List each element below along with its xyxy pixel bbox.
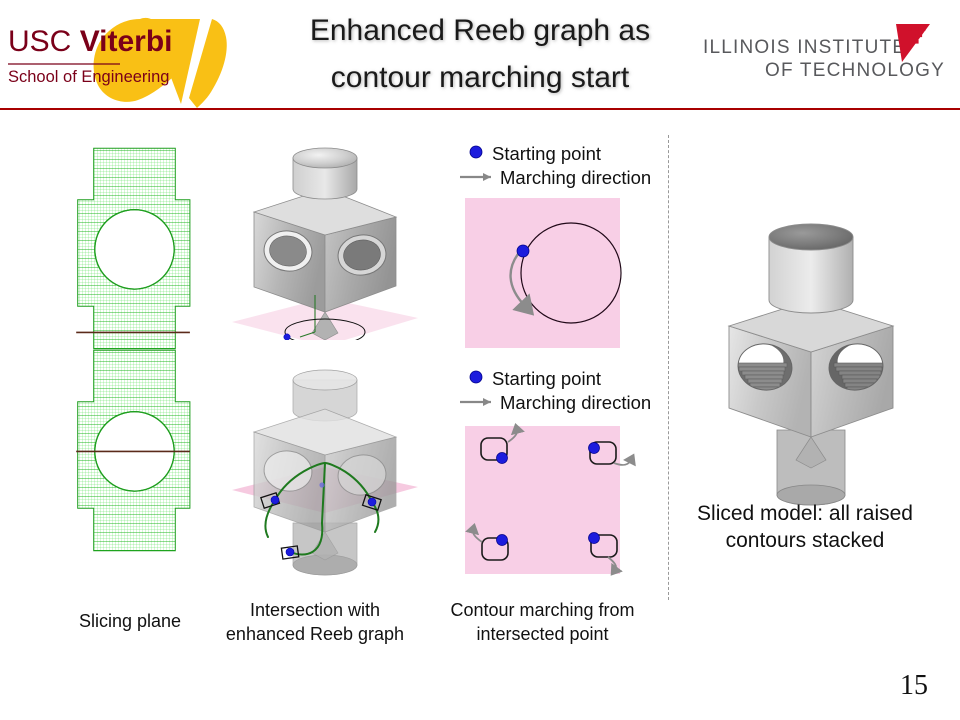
svg-text:Starting point: Starting point xyxy=(492,368,601,389)
svg-text:School of Engineering: School of Engineering xyxy=(8,68,169,86)
svg-text:Marching direction: Marching direction xyxy=(500,167,651,188)
svg-text:Marching direction: Marching direction xyxy=(500,392,651,413)
svg-text:Starting point: Starting point xyxy=(492,143,601,164)
svg-text:USC Viterbi: USC Viterbi xyxy=(8,25,173,58)
svg-text:ILLINOIS INSTITUTE: ILLINOIS INSTITUTE xyxy=(703,37,906,58)
svg-text:OF TECHNOLOGY: OF TECHNOLOGY xyxy=(765,60,945,81)
